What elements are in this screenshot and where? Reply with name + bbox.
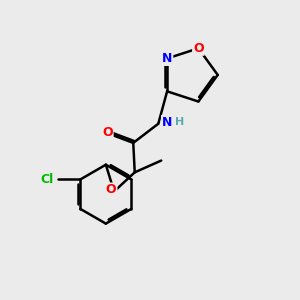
Text: N: N bbox=[162, 116, 172, 129]
Text: O: O bbox=[102, 126, 113, 139]
Text: H: H bbox=[175, 117, 184, 127]
Text: N: N bbox=[162, 52, 172, 65]
Text: Cl: Cl bbox=[40, 173, 54, 186]
Text: O: O bbox=[106, 184, 116, 196]
Text: O: O bbox=[193, 42, 204, 55]
